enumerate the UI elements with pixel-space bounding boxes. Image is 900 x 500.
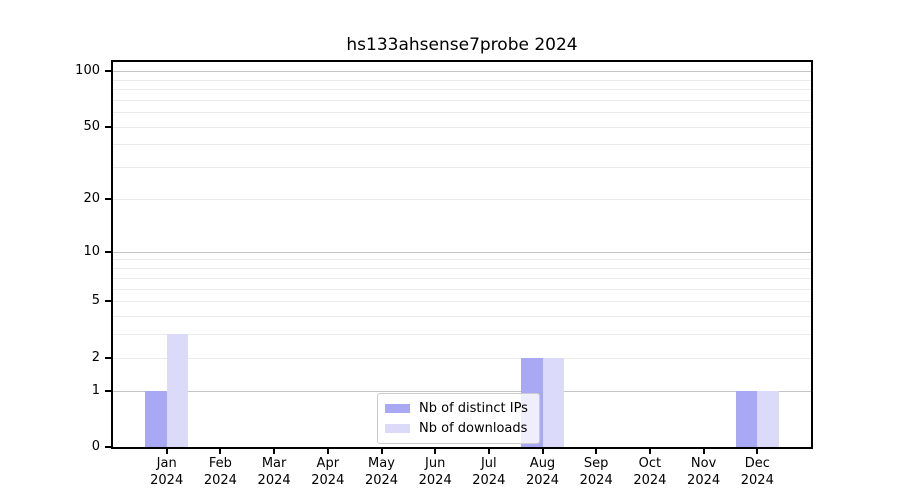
x-tick-label-sep: Sep 2024 xyxy=(579,456,613,488)
x-tick-label-aug: Aug 2024 xyxy=(525,456,560,488)
gridline-minor xyxy=(113,315,811,317)
gridline-major xyxy=(113,390,811,392)
legend-swatch-downloads-icon xyxy=(385,424,410,433)
bar-downloads-dec xyxy=(757,390,779,447)
x-tick-label-dec: Dec 2024 xyxy=(740,456,774,488)
legend: Nb of distinct IPs Nb of downloads xyxy=(377,393,540,444)
x-tick-label-may: May 2024 xyxy=(364,456,399,488)
x-tick-mark xyxy=(380,449,383,454)
bar-downloads-jan xyxy=(166,334,189,447)
x-tick-mark xyxy=(219,449,222,454)
gridline-major xyxy=(113,71,811,72)
bar-distinct-ips-jan xyxy=(145,390,167,447)
legend-swatch-distinct-ips-icon xyxy=(385,404,410,413)
y-tick-mark xyxy=(105,70,111,72)
legend-label-distinct-ips: Nb of distinct IPs xyxy=(419,401,528,416)
y-tick-label-0: 0 xyxy=(91,439,100,454)
y-tick-label-20: 20 xyxy=(83,191,100,206)
x-tick-mark xyxy=(756,449,759,454)
legend-label-downloads: Nb of downloads xyxy=(419,421,528,436)
y-tick-mark xyxy=(105,198,111,200)
gridline-minor xyxy=(113,357,811,359)
y-tick-mark xyxy=(105,446,111,448)
gridline-minor xyxy=(113,268,811,269)
y-tick-label-2: 2 xyxy=(91,349,100,365)
x-tick-mark xyxy=(326,449,329,454)
legend-entry-downloads: Nb of downloads xyxy=(385,421,530,436)
x-tick-label-apr: Apr 2024 xyxy=(311,456,345,488)
x-tick-label-jun: Jun 2024 xyxy=(418,456,452,488)
x-tick-mark xyxy=(648,449,651,454)
x-tick-label-oct: Oct 2024 xyxy=(633,456,667,488)
y-tick-mark xyxy=(105,125,111,128)
y-tick-mark xyxy=(105,389,111,392)
gridline-minor xyxy=(113,89,811,90)
gridline-minor xyxy=(113,199,811,200)
y-tick-mark xyxy=(105,356,111,359)
x-tick-label-jul: Jul 2024 xyxy=(472,456,506,488)
gridline-minor xyxy=(113,126,811,128)
x-tick-label-feb: Feb 2024 xyxy=(203,456,237,488)
x-tick-label-mar: Mar 2024 xyxy=(257,456,291,488)
y-tick-mark xyxy=(105,250,111,253)
gridline-minor xyxy=(113,112,811,114)
gridline-minor xyxy=(113,144,811,146)
x-tick-mark xyxy=(273,449,276,454)
gridline-minor xyxy=(113,259,811,261)
y-tick-label-100: 100 xyxy=(75,63,100,78)
y-tick-label-1: 1 xyxy=(91,382,100,398)
gridline-major xyxy=(113,251,811,253)
x-tick-mark xyxy=(487,449,490,454)
bar-distinct-ips-dec xyxy=(735,390,758,447)
gridline-minor xyxy=(113,167,811,169)
y-tick-label-5: 5 xyxy=(91,293,100,308)
x-tick-mark xyxy=(702,449,705,454)
y-tick-mark xyxy=(105,300,111,302)
x-tick-label-jan: Jan 2024 xyxy=(150,456,184,488)
x-tick-label-nov: Nov 2024 xyxy=(687,456,721,488)
y-tick-label-10: 10 xyxy=(83,243,100,259)
x-tick-mark xyxy=(165,449,168,454)
legend-entry-distinct-ips: Nb of distinct IPs xyxy=(385,401,530,416)
gridline-minor xyxy=(113,277,811,279)
gridline-minor xyxy=(113,288,811,290)
x-tick-mark xyxy=(541,449,544,454)
x-tick-mark xyxy=(434,449,437,454)
y-tick-label-50: 50 xyxy=(83,118,100,134)
gridline-minor xyxy=(113,99,811,101)
gridline-minor xyxy=(113,79,811,81)
gridline-minor xyxy=(113,334,811,336)
gridline-minor xyxy=(113,301,811,302)
bar-downloads-aug xyxy=(542,357,564,447)
chart-title: hs133ahsense7probe 2024 xyxy=(346,35,578,55)
plot-area: Nb of distinct IPs Nb of downloads xyxy=(111,60,813,449)
x-tick-mark xyxy=(595,449,598,454)
